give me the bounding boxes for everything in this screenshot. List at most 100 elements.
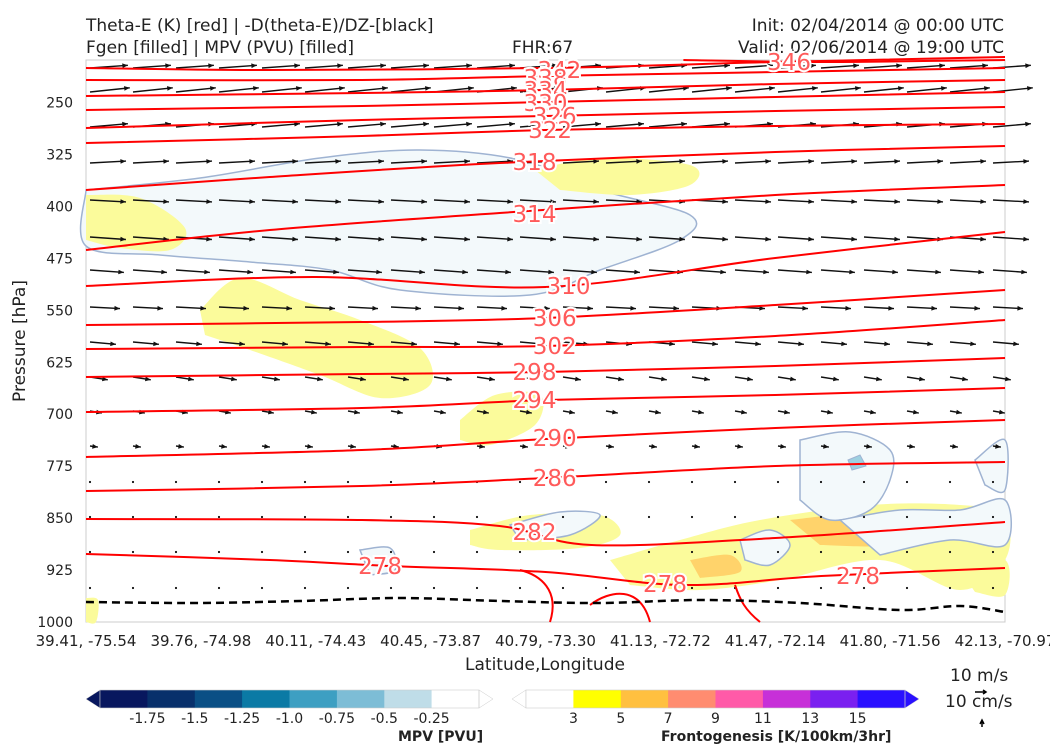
- wind-vector: [89, 199, 127, 204]
- wind-vector: [347, 305, 379, 311]
- wind-vector: [218, 444, 227, 449]
- wind-vector: [691, 341, 718, 347]
- wind-vector: [88, 550, 92, 554]
- wind-vector: [948, 480, 952, 484]
- wind-vector: [261, 305, 293, 311]
- theta-e-contour-278-closed: [519, 569, 554, 623]
- wind-vector: [906, 341, 933, 347]
- wind-vector: [390, 199, 428, 204]
- wind-vector: [132, 269, 167, 275]
- theta-e-label: 286: [533, 466, 577, 492]
- wind-vector: [992, 376, 1011, 382]
- theta-e-label: 306: [533, 306, 577, 332]
- wind-vector: [476, 341, 503, 347]
- wind-vector: [733, 480, 737, 484]
- wind-vector: [690, 480, 694, 484]
- wind-vector: [648, 376, 667, 382]
- filled-contours: [79, 149, 1013, 624]
- wind-vector: [218, 376, 237, 382]
- y-axis-label: Pressure [hPa]: [10, 280, 30, 402]
- wind-vector: [433, 199, 471, 204]
- wind-vector: [175, 444, 184, 449]
- wind-vector: [519, 444, 528, 449]
- wind-vector: [174, 480, 178, 484]
- wind-vector: [991, 586, 995, 590]
- wind-vector: [691, 236, 728, 242]
- wind-reference-arrow-icon: [975, 689, 988, 695]
- wind-vector: [561, 586, 565, 590]
- wind-vector: [992, 199, 1030, 204]
- frontogenesis-region: [460, 391, 544, 446]
- fgen-colorbar-label: Frontogenesis [K/100km/3hr]: [661, 729, 891, 745]
- wind-vector: [304, 409, 317, 415]
- wind-vector: [820, 199, 858, 204]
- wind-vector: [518, 586, 522, 590]
- wind-vector: [820, 305, 852, 311]
- colorbar-extend-left: [85, 689, 101, 709]
- wind-vector: [347, 63, 386, 69]
- wind-vector: [519, 376, 538, 382]
- fgen-colorbar: 3 5 7 9 11 13 15: [511, 689, 920, 727]
- wind-vector: [261, 376, 280, 382]
- wind-vector: [863, 159, 901, 164]
- wind-vector: [906, 86, 947, 93]
- wind-vector: [89, 159, 127, 164]
- x-tick-label: 41.80, -71.56: [840, 632, 941, 650]
- title-left-1: Theta-E (K) [red] | -D(theta-E)/DZ-[blac…: [85, 16, 434, 36]
- wind-vector: [777, 341, 804, 347]
- wind-vector: [777, 199, 815, 204]
- wind-vector: [734, 376, 753, 382]
- wind-vector: [733, 515, 737, 519]
- colorbar-segment: [289, 690, 338, 708]
- wind-vector: [690, 550, 694, 554]
- wind-vector: [820, 341, 847, 347]
- wind-vector: [819, 586, 823, 590]
- wind-vector: [992, 409, 1005, 415]
- wind-vector: [174, 550, 178, 554]
- colorbar-tick-label: 5: [616, 711, 625, 727]
- wind-vector: [175, 305, 207, 311]
- theta-e-contour-298: [85, 357, 1006, 378]
- wind-vector: [691, 86, 732, 93]
- wind-vector: [863, 63, 902, 69]
- colorbar-extend-right: [904, 689, 920, 709]
- wind-vector: [777, 86, 818, 93]
- wind-vector: [261, 409, 274, 415]
- wind-vector: [991, 480, 995, 484]
- wind-vector: [948, 586, 952, 590]
- wind-vector: [734, 86, 775, 93]
- frontogenesis-region: [86, 194, 187, 252]
- wind-vector: [906, 305, 938, 311]
- wind-vector: [777, 444, 786, 449]
- colorbar-segment: [668, 690, 716, 708]
- colorbar-tick-label: 9: [711, 711, 720, 727]
- theta-e-contour-278-closed: [734, 584, 761, 623]
- colorbar-segment: [715, 690, 764, 708]
- theta-e-label: 282: [513, 520, 557, 546]
- mpv-region: [974, 438, 1009, 494]
- wind-vector: [863, 341, 890, 347]
- wind-vector: [605, 236, 642, 242]
- wind-vector: [820, 63, 859, 69]
- wind-vector: [691, 63, 730, 69]
- colorbar-tick-label: 15: [849, 711, 867, 727]
- wind-vector: [690, 515, 694, 519]
- wind-vector: [174, 586, 178, 590]
- wind-vector: [776, 480, 780, 484]
- y-tick-label: 850: [46, 511, 73, 527]
- wind-vector: [905, 550, 909, 554]
- wind-vector: [734, 159, 772, 164]
- wind-vector: [691, 376, 710, 382]
- theta-e-contour-290: [85, 419, 1006, 458]
- wind-vector: [519, 236, 556, 242]
- mpv-colorbar: -1.75 -1.5 -1.25 -1.0 -0.75 -0.5 -0.25: [85, 689, 494, 727]
- wind-vector: [949, 444, 958, 449]
- wind-vector: [260, 515, 264, 519]
- y-tick-label: 625: [46, 355, 73, 371]
- wind-vector: [476, 63, 515, 69]
- wind-vector: [390, 121, 429, 128]
- wind-vector: [175, 269, 210, 275]
- wind-vector: [949, 376, 968, 382]
- wind-vector: [863, 409, 876, 415]
- theta-e-contour-342: [85, 56, 1006, 72]
